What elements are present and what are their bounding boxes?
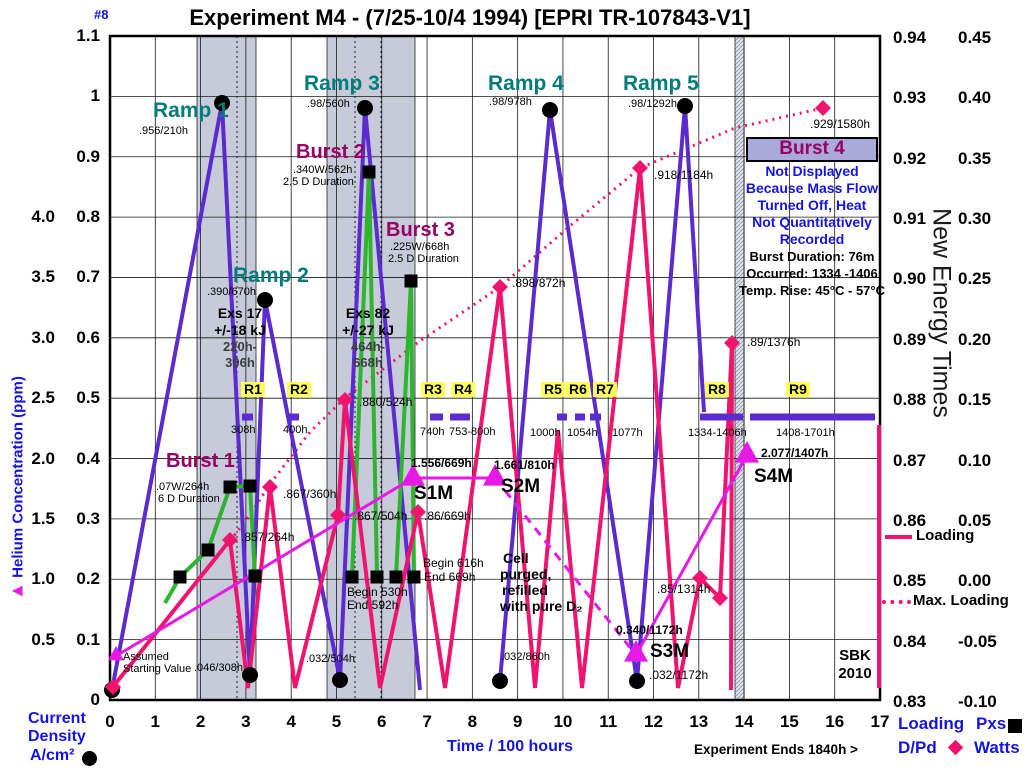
footer-watts-label: Watts (974, 738, 1020, 757)
current-density-dot (214, 95, 230, 111)
current-density-dot-icon (82, 751, 97, 766)
pxs-square (404, 274, 418, 288)
helium-triangle (401, 464, 425, 486)
pxs-square-icon (1008, 719, 1022, 733)
helium-triangle (735, 441, 759, 463)
x-axis-title: Time / 100 hours (447, 738, 573, 755)
current-density-dot (332, 672, 348, 688)
pxs-square (201, 543, 215, 557)
pxs-square (345, 570, 359, 584)
pxs-square (370, 570, 384, 584)
pxs-square (223, 480, 237, 494)
loading-diamond (330, 507, 346, 523)
loading-diamond (105, 679, 121, 695)
pxs-square (407, 570, 421, 584)
shaded-band (734, 35, 745, 701)
pxs-square (248, 569, 262, 583)
current-density-dot (542, 102, 558, 118)
loading-diamond (337, 392, 353, 408)
watermark: New Energy Times (927, 208, 956, 418)
pxs-square (389, 570, 403, 584)
current-density-dot (677, 98, 693, 114)
footer-pxs-label: Pxs (976, 714, 1007, 733)
left-axis-title: ▲ Helium Concentration (ppm) (7, 376, 28, 600)
helium-triangle-icon: ▲ (6, 582, 27, 600)
page-title: Experiment M4 - (7/25-10/4 1994) [EPRI T… (189, 5, 751, 30)
helium-triangle (624, 640, 648, 662)
current-density-label-line1: Current (28, 710, 86, 727)
current-density-label-line2: Density (28, 728, 86, 745)
pxs-square (243, 479, 257, 493)
legend-loading-label: Loading (916, 527, 975, 544)
current-density-label-line3: A/cm² (30, 747, 75, 764)
left-axis-title-text: Helium Concentration (ppm) (9, 376, 27, 578)
legend-loading-swatch (885, 535, 912, 539)
loading-diamond (410, 504, 426, 520)
loading-diamond (492, 279, 508, 295)
legend-max-loading-swatch (882, 600, 911, 604)
figure-number: #8 (94, 7, 109, 22)
series-line-magenta (634, 454, 749, 656)
pxs-square (173, 570, 187, 584)
loading-diamond (815, 100, 831, 116)
loading-diamond (724, 335, 740, 351)
experiment-end-note: Experiment Ends 1840h > (694, 742, 858, 757)
current-density-dot (257, 292, 273, 308)
plot-border (108, 34, 882, 702)
current-density-dot (242, 667, 258, 683)
loading-diamond (712, 590, 728, 606)
current-density-dot (357, 100, 373, 116)
current-density-dot (629, 673, 645, 689)
loading-diamond (222, 532, 238, 548)
series-line-pink (110, 167, 734, 691)
pxs-square (362, 165, 376, 179)
current-density-dot (492, 673, 508, 689)
footer-dpd-label: D/Pd (898, 738, 937, 757)
loading-diamond (632, 160, 648, 176)
series-line-purple (498, 105, 706, 682)
series-line-magenta (493, 477, 638, 656)
helium-triangle (108, 646, 124, 661)
loading-diamond (692, 570, 708, 586)
loading-diamond (262, 479, 278, 495)
helium-triangle (483, 464, 507, 486)
legend-max-loading-label: Max. Loading (913, 592, 1009, 609)
footer-loading-label: Loading (898, 714, 965, 733)
